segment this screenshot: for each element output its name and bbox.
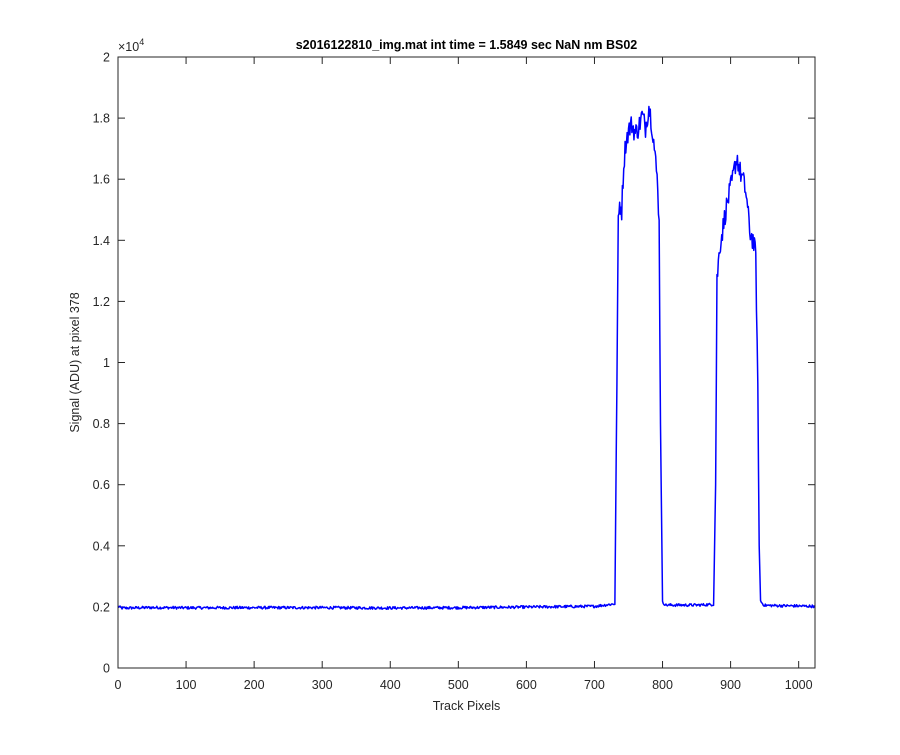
y-tick-label: 0.2	[93, 600, 110, 614]
y-tick-label: 2	[103, 51, 110, 65]
x-axis-label: Track Pixels	[433, 699, 501, 713]
x-tick-label: 600	[516, 678, 537, 692]
y-exponent-power: 4	[139, 37, 144, 47]
y-tick-label: 1	[103, 356, 110, 370]
x-tick-label: 900	[720, 678, 741, 692]
y-tick-label: 0	[103, 662, 110, 676]
x-tick-label: 800	[652, 678, 673, 692]
y-tick-label: 0.8	[93, 417, 110, 431]
y-tick-label: 0.4	[93, 539, 110, 553]
x-tick-label: 100	[176, 678, 197, 692]
plot-frame	[117, 56, 816, 669]
y-tick-label: 1.8	[93, 112, 110, 126]
y-tick-label: 1.4	[93, 234, 110, 248]
x-tick-label: 0	[115, 678, 122, 692]
x-tick-label: 200	[244, 678, 265, 692]
y-exponent-base: ×10	[118, 40, 139, 54]
x-tick-label: 500	[448, 678, 469, 692]
x-tick-label: 1000	[785, 678, 813, 692]
y-axis-label: Signal (ADU) at pixel 378	[68, 292, 82, 432]
x-tick-label: 700	[584, 678, 605, 692]
x-tick-label: 300	[312, 678, 333, 692]
plot-area	[118, 57, 815, 668]
chart-title: s2016122810_img.mat int time = 1.5849 se…	[296, 38, 638, 52]
y-tick-label: 0.6	[93, 478, 110, 492]
x-tick-label: 400	[380, 678, 401, 692]
y-exponent-label: ×104	[118, 37, 144, 54]
signal-series-line	[117, 105, 816, 611]
y-tick-label: 1.6	[93, 173, 110, 187]
y-tick-label: 1.2	[93, 295, 110, 309]
